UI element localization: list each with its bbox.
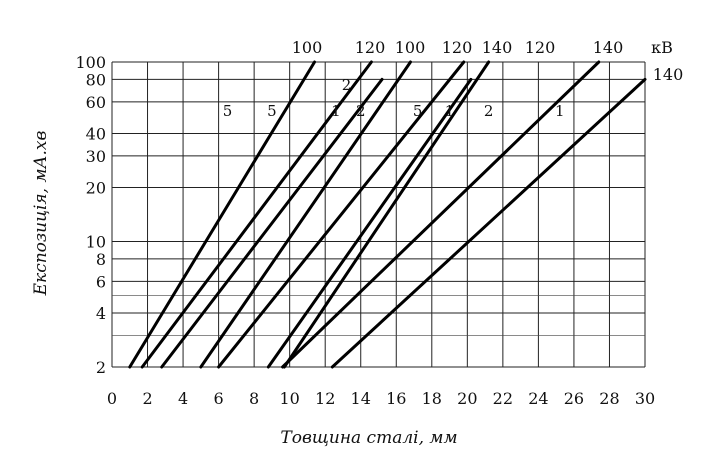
x-tick-label: 6 (214, 389, 224, 408)
curve-number-label: 2 (342, 76, 352, 94)
curve-number-label: 2 (356, 102, 366, 120)
series-line (282, 60, 491, 369)
series-line (217, 60, 466, 369)
series-line (128, 60, 317, 369)
x-tick-label: 10 (279, 389, 299, 408)
x-axis-ticks: 0 2 4 6 8 10 12 14 16 18 20 22 24 26 28 30 (107, 389, 655, 408)
y-tick-label: 2 (96, 358, 106, 377)
curve-number-label: 5 (223, 102, 233, 120)
y-tick-label: 80 (86, 70, 106, 89)
y-tick-label: 20 (86, 178, 106, 197)
top-kv-label: 120 (525, 38, 556, 57)
curve-number-label: 1 (331, 102, 341, 120)
x-tick-label: 30 (635, 389, 655, 408)
right-kv-label: 140 (653, 65, 684, 84)
series-lines (128, 60, 647, 369)
curve-number-label: 5 (413, 102, 423, 120)
x-tick-label: 26 (564, 389, 584, 408)
y-tick-label: 60 (86, 93, 106, 112)
x-tick-label: 20 (457, 389, 477, 408)
curve-number-labels: 5 521 2 5 1 2 1 (223, 76, 565, 120)
y-axis-title: Експозиція, мА.хв (31, 131, 51, 297)
x-tick-label: 18 (422, 389, 442, 408)
x-axis-title: Товщина сталі, мм (280, 428, 457, 448)
x-tick-label: 22 (493, 389, 513, 408)
top-kv-label: 140 (482, 38, 513, 57)
top-kv-label: 140 (593, 38, 624, 57)
kv-unit-label: кВ (651, 38, 673, 57)
x-tick-label: 14 (351, 389, 371, 408)
series-line (199, 60, 412, 369)
series-line (140, 60, 373, 369)
x-tick-label: 4 (178, 389, 188, 408)
x-tick-label: 12 (315, 389, 335, 408)
top-kv-label: 100 (395, 38, 426, 57)
grid (111, 61, 646, 368)
y-tick-label: 10 (86, 233, 106, 252)
curve-number-label: 1 (555, 102, 565, 120)
series-line (160, 77, 384, 369)
series-line (330, 77, 647, 369)
x-tick-label: 0 (107, 389, 117, 408)
y-tick-label: 30 (86, 147, 106, 166)
curve-number-label: 1 (445, 102, 455, 120)
top-kv-label: 100 (292, 38, 323, 57)
top-kv-labels: 100 120 100 120 140 120 140 кВ 140 (292, 38, 684, 84)
y-tick-label: 40 (86, 124, 106, 143)
y-tick-label: 100 (75, 53, 106, 72)
x-tick-label: 16 (386, 389, 406, 408)
top-kv-label: 120 (355, 38, 386, 57)
series-line (281, 60, 601, 369)
x-tick-label: 2 (142, 389, 152, 408)
curve-number-label: 2 (484, 102, 494, 120)
curve-number-label: 5 (267, 102, 277, 120)
x-tick-label: 8 (249, 389, 259, 408)
series-line (266, 77, 473, 369)
x-tick-label: 28 (599, 389, 619, 408)
y-tick-label: 4 (96, 304, 106, 323)
top-kv-label: 120 (442, 38, 473, 57)
y-tick-label: 6 (96, 272, 106, 291)
x-tick-label: 24 (528, 389, 548, 408)
y-tick-label: 8 (96, 250, 106, 269)
